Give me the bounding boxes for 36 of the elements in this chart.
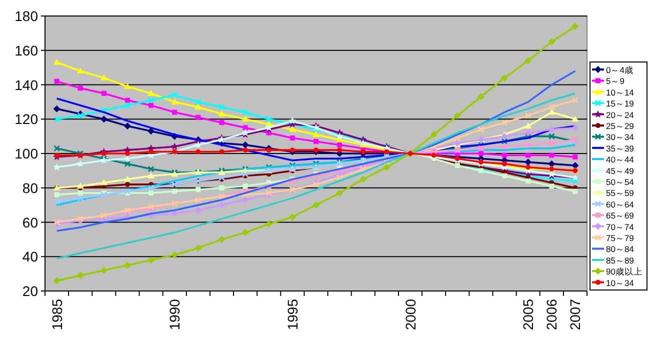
legend-label: 5～9 bbox=[606, 76, 625, 86]
x-tick-label: 1995 bbox=[284, 298, 300, 330]
legend-label: 75～79 bbox=[606, 233, 634, 243]
legend-label: 70～74 bbox=[606, 222, 634, 232]
legend-label: 60～64 bbox=[606, 199, 634, 210]
legend-label: 10～14 bbox=[606, 87, 634, 98]
x-tick-label: 2005 bbox=[520, 298, 536, 330]
y-tick-label: 140 bbox=[14, 76, 38, 93]
x-tick-label: 1985 bbox=[48, 298, 65, 330]
legend-label: 90歳以上 bbox=[606, 266, 642, 277]
legend-label: 65～69 bbox=[606, 210, 634, 221]
legend-label: 80～84 bbox=[606, 244, 634, 254]
y-tick-label: 100 bbox=[14, 146, 38, 162]
y-tick-label: 180 bbox=[14, 8, 38, 24]
legend-label: 55～59 bbox=[606, 188, 634, 198]
y-tick-label: 80 bbox=[22, 180, 38, 196]
x-tick-label: 2006 bbox=[544, 298, 560, 330]
legend-label: 10～34 bbox=[606, 278, 634, 288]
legend-label: 30～34 bbox=[606, 132, 634, 142]
legend-label: 0～4歳 bbox=[606, 65, 634, 75]
x-tick-label: 2000 bbox=[402, 298, 418, 330]
legend-label: 25～29 bbox=[606, 121, 634, 131]
y-tick-label: 40 bbox=[22, 248, 38, 265]
legend-label: 40～44 bbox=[606, 154, 634, 165]
y-tick-label: 120 bbox=[14, 111, 38, 128]
y-tick-label: 20 bbox=[22, 283, 38, 299]
x-tick-label: 2007 bbox=[567, 298, 584, 330]
legend-label: 35～39 bbox=[606, 143, 634, 154]
legend-label: 20～24 bbox=[606, 110, 634, 120]
y-tick-label: 160 bbox=[14, 42, 38, 58]
legend-label: 50～54 bbox=[606, 177, 634, 187]
legend-label: 85～89 bbox=[606, 255, 634, 266]
legend-label: 45～49 bbox=[606, 166, 634, 176]
y-tick-label: 60 bbox=[22, 214, 38, 230]
x-tick-label: 1990 bbox=[166, 298, 183, 330]
legend-label: 15～19 bbox=[606, 98, 634, 109]
